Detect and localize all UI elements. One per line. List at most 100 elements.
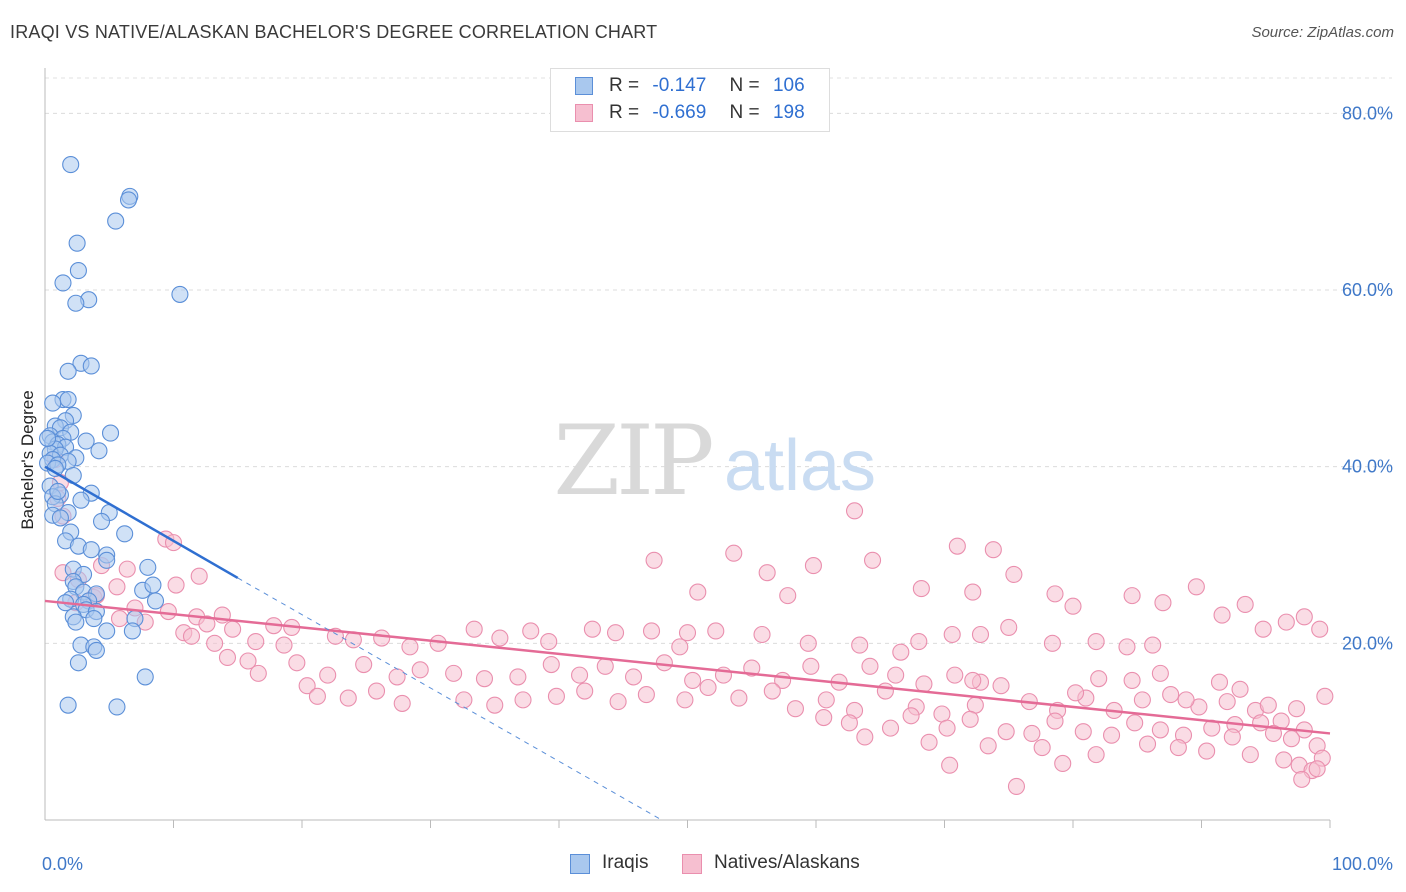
natives-point: [298, 677, 316, 695]
iraqis-point: [146, 592, 165, 610]
iraqis-point: [72, 491, 90, 509]
natives-points: [46, 451, 1334, 795]
natives-point: [1043, 634, 1061, 652]
iraqis-point: [62, 156, 80, 174]
r-label: R =: [609, 102, 640, 123]
natives-point: [367, 682, 386, 700]
natives-point: [804, 557, 822, 575]
natives-point: [671, 638, 689, 656]
iraqis-point: [171, 285, 189, 303]
natives-point: [1236, 595, 1254, 614]
natives-point: [1210, 673, 1229, 691]
natives-point: [763, 682, 781, 700]
y-tick-label: 80.0%: [1342, 103, 1393, 123]
natives-point: [997, 723, 1015, 741]
natives-point: [491, 629, 509, 647]
natives-point: [429, 634, 447, 652]
natives-point: [182, 627, 201, 645]
natives-point: [1190, 698, 1208, 716]
r-label: R =: [609, 75, 640, 96]
legend-text-iraqis: R = -0.147 N = 106: [609, 75, 805, 97]
natives-point: [355, 655, 373, 674]
natives-point: [159, 602, 177, 621]
natives-point: [455, 691, 473, 709]
iraqis-point: [59, 362, 77, 380]
natives-point: [1241, 746, 1259, 764]
natives-point: [388, 668, 406, 686]
gridlines: [45, 77, 1392, 644]
natives-point: [475, 670, 494, 688]
x-tick-label: 0.0%: [42, 854, 83, 874]
iraqis-trend-extension: [237, 577, 663, 821]
natives-point: [540, 633, 558, 651]
natives-point: [851, 636, 869, 654]
natives-point: [1308, 760, 1326, 778]
tick-labels: 20.0% 40.0% 60.0% 80.0% 0.0% 100.0%: [42, 103, 1393, 874]
natives-point: [815, 708, 833, 727]
natives-point: [1087, 746, 1105, 764]
natives-point: [1074, 723, 1092, 741]
n-label: N =: [729, 75, 760, 96]
chart-title: IRAQI VS NATIVE/ALASKAN BACHELOR'S DEGRE…: [10, 22, 658, 42]
r-value: -0.669: [652, 102, 707, 123]
iraqis-point: [67, 294, 85, 312]
natives-point: [1144, 636, 1162, 654]
natives-point: [984, 541, 1002, 559]
iraqis-point: [68, 234, 86, 252]
natives-point: [1187, 578, 1205, 596]
iraqis-trend-line: [44, 465, 239, 580]
natives-point: [645, 551, 663, 569]
natives-point: [308, 687, 326, 705]
natives-point: [887, 666, 905, 684]
natives-point: [1151, 664, 1169, 682]
natives-point: [247, 633, 265, 651]
natives-point: [339, 689, 357, 707]
natives-point: [606, 624, 625, 642]
legend-text-natives: R = -0.669 N = 198: [609, 102, 805, 124]
iraqis-point: [77, 432, 95, 450]
natives-point: [1033, 739, 1051, 757]
iraqis-point: [39, 429, 57, 447]
natives-legend-label: Natives/Alaskans: [714, 852, 860, 873]
natives-point: [979, 737, 997, 755]
natives-point: [1000, 618, 1018, 636]
iraqis-point: [69, 654, 87, 672]
iraqis-point: [92, 512, 111, 530]
natives-point: [1151, 721, 1169, 739]
natives-point: [239, 652, 257, 670]
natives-point: [786, 700, 804, 718]
natives-point: [288, 654, 306, 672]
natives-point: [542, 655, 560, 674]
natives-trend-line: [44, 599, 1331, 735]
natives-point: [1126, 714, 1144, 732]
iraqis-point: [108, 698, 126, 716]
natives-point: [920, 733, 938, 751]
natives-point: [1252, 714, 1270, 732]
natives-point: [961, 710, 979, 728]
natives-point: [964, 671, 982, 689]
y-tick-label: 60.0%: [1342, 280, 1393, 300]
natives-point: [1231, 680, 1249, 698]
natives-point: [779, 587, 797, 605]
r-value: -0.147: [652, 75, 707, 96]
natives-point: [1090, 670, 1108, 688]
iraqis-point: [98, 622, 116, 640]
natives-point: [1316, 687, 1334, 705]
natives-point: [910, 633, 928, 651]
natives-point: [881, 719, 900, 737]
iraqis-point: [59, 390, 77, 409]
natives-point: [373, 629, 391, 647]
natives-point: [817, 691, 835, 709]
natives-point: [892, 643, 910, 661]
natives-point: [1198, 742, 1216, 760]
natives-point: [1103, 726, 1121, 744]
iraqis-point: [44, 394, 62, 412]
iraqis-legend-label: Iraqis: [602, 852, 649, 873]
natives-point: [1177, 691, 1195, 709]
natives-point: [624, 668, 643, 686]
n-label: N =: [729, 102, 760, 123]
iraqis-point: [116, 525, 134, 543]
natives-point: [1277, 613, 1295, 631]
natives-point: [941, 756, 959, 774]
iraqis-point: [107, 212, 125, 230]
